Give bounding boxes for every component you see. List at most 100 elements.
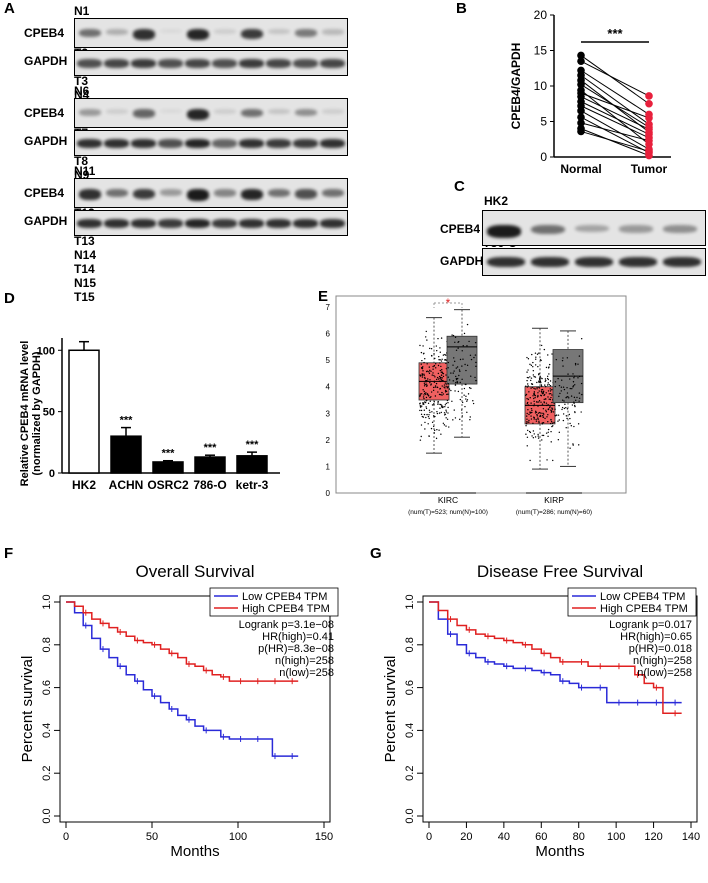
pair-line (580, 92, 650, 119)
row-label-cpeb4: CPEB4 (440, 222, 481, 236)
jitter-point (551, 353, 553, 355)
blot-cpeb4 (482, 210, 706, 246)
jitter-point (538, 411, 541, 414)
jitter-point (547, 354, 549, 356)
jitter-point (444, 405, 446, 408)
jitter-point (537, 395, 539, 398)
survival-curve (66, 601, 299, 682)
jitter-point (569, 447, 571, 449)
jitter-point (529, 431, 532, 434)
jitter-point (532, 374, 535, 376)
jitter-point (444, 382, 446, 384)
jitter-point (468, 387, 471, 389)
jitter-point (435, 382, 438, 385)
jitter-point (554, 381, 557, 383)
jitter-point (429, 411, 431, 414)
jitter-point (463, 332, 466, 335)
jitter-point (536, 401, 538, 403)
band (104, 59, 129, 68)
jitter-point (540, 401, 542, 403)
jitter-point (451, 400, 453, 402)
jitter-point (431, 404, 434, 406)
jitter-point (574, 411, 576, 414)
jitter-point (530, 364, 533, 367)
jitter-point (542, 408, 545, 410)
jitter-point (434, 385, 437, 387)
y-tick-label: 100 (37, 345, 55, 357)
jitter-point (542, 434, 545, 437)
group-label: KIRC (438, 495, 458, 505)
jitter-point (546, 416, 548, 418)
jitter-point (469, 354, 472, 356)
jitter-point (452, 334, 455, 337)
band (239, 59, 264, 68)
jitter-point (552, 459, 554, 462)
stat-label: n(low)=258 (279, 667, 334, 679)
x-tick-label: 120 (644, 831, 662, 843)
jitter-point (469, 419, 471, 421)
jitter-point (534, 410, 537, 413)
group-sublabel: (num(T)=523; num(N)=100) (408, 509, 488, 516)
jitter-point (537, 405, 539, 407)
band (77, 59, 102, 68)
jitter-point (444, 359, 447, 361)
jitter-point (525, 425, 527, 427)
panel-c-cell-line-blot: HK2ACHNOSRC2786-OKetr-3CPEB4 GAPDH (440, 180, 708, 280)
y-tick-label: 0.6 (404, 680, 416, 695)
band (160, 189, 182, 196)
jitter-point (442, 393, 445, 395)
jitter-point (558, 431, 561, 434)
jitter-point (451, 334, 453, 336)
bar (236, 455, 268, 474)
jitter-point (458, 369, 461, 371)
jitter-point (551, 422, 554, 424)
jitter-point (569, 387, 571, 390)
pair-line (580, 69, 650, 115)
band (106, 189, 128, 198)
jitter-point (547, 414, 549, 416)
jitter-point (547, 435, 549, 438)
jitter-point (534, 352, 537, 354)
jitter-point (430, 427, 433, 430)
x-tick-label: Normal (560, 162, 601, 176)
jitter-point (545, 402, 548, 404)
jitter-point (447, 385, 449, 388)
jitter-point (549, 388, 551, 390)
jitter-point (470, 358, 473, 361)
jitter-point (437, 400, 439, 403)
jitter-point (444, 404, 447, 406)
jitter-point (535, 418, 537, 421)
jitter-point (538, 420, 540, 423)
normal-point (577, 119, 585, 127)
jitter-point (546, 375, 549, 378)
jitter-point (432, 372, 434, 374)
jitter-point (466, 323, 469, 326)
y-tick-label: 0.6 (41, 680, 53, 695)
jitter-point (475, 379, 477, 382)
jitter-point (539, 380, 542, 383)
band (214, 29, 236, 34)
jitter-point (455, 375, 457, 378)
normal-point (577, 51, 585, 60)
y-tick-label: 7 (326, 303, 331, 312)
jitter-point (526, 383, 529, 385)
jitter-point (538, 390, 540, 392)
x-tick-label: 140 (682, 831, 700, 843)
jitter-point (420, 405, 423, 407)
band (663, 257, 701, 267)
jitter-point (542, 421, 545, 424)
jitter-point (420, 366, 423, 369)
jitter-point (443, 414, 446, 416)
jitter-point (422, 416, 425, 418)
jitter-point (552, 411, 555, 413)
jitter-point (533, 433, 535, 435)
jitter-point (430, 391, 433, 393)
jitter-point (448, 388, 451, 390)
jitter-point (437, 364, 440, 367)
jitter-point (526, 415, 528, 417)
pair-line (580, 128, 650, 157)
jitter-point (464, 363, 466, 366)
jitter-point (447, 402, 449, 404)
jitter-point (551, 407, 553, 409)
band (185, 59, 210, 68)
